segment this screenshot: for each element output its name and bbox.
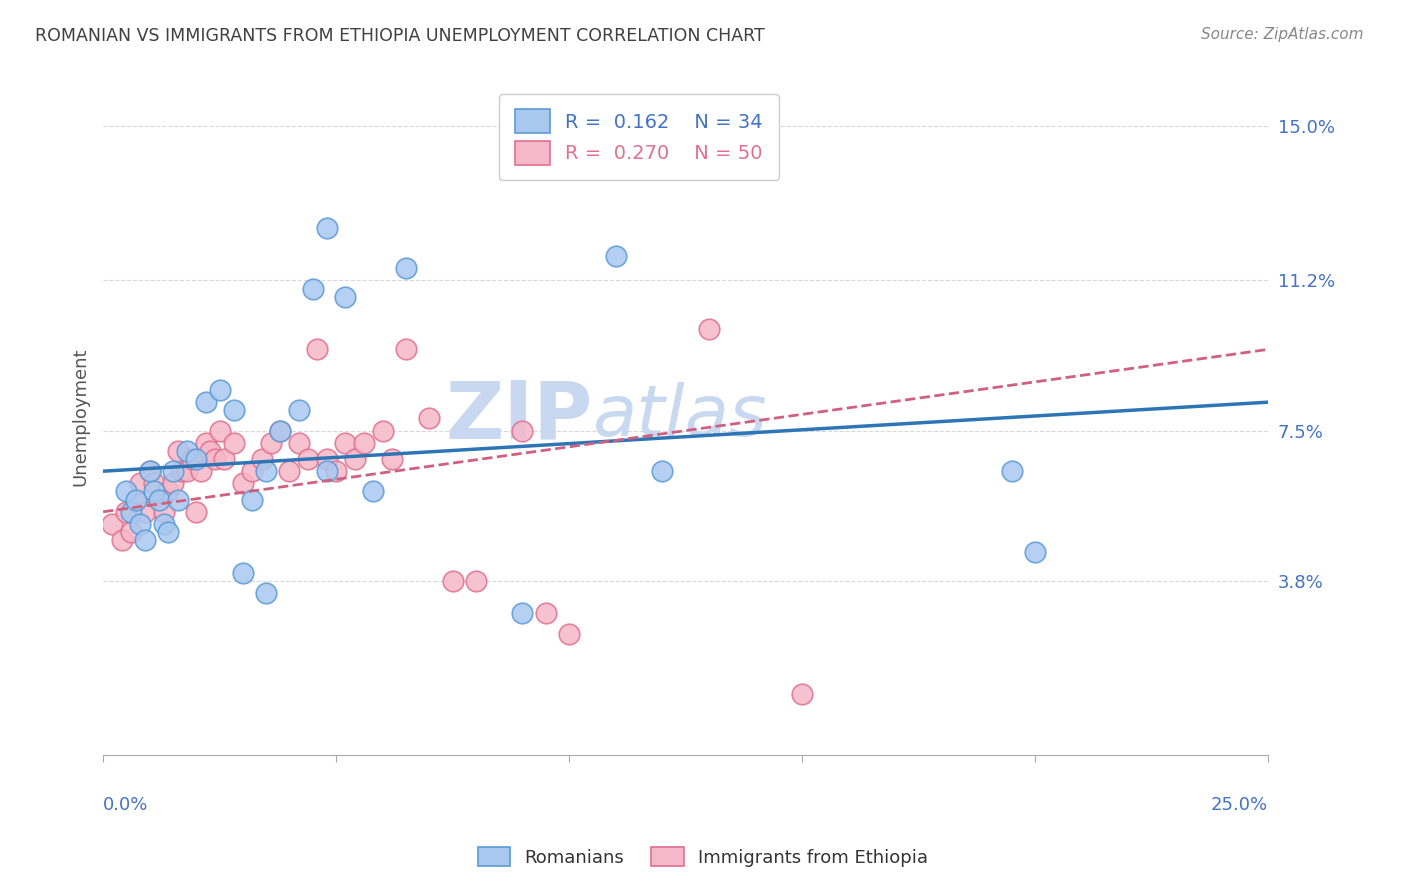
Point [250,452,273,467]
Point [208,383,231,397]
Point [301,281,323,295]
Point [232,566,254,580]
Point [176,443,198,458]
Point [790,688,813,702]
Point [395,343,418,357]
Point [353,435,375,450]
Point [162,476,184,491]
Point [371,424,394,438]
Point [138,464,160,478]
Point [120,525,142,540]
Point [240,492,263,507]
Point [363,484,385,499]
Point [395,261,418,276]
Point [204,452,226,467]
Point [335,290,357,304]
Point [120,505,142,519]
Point [512,424,534,438]
Point [143,476,166,491]
Point [240,464,263,478]
Point [180,452,202,467]
Text: 0.0%: 0.0% [103,796,149,814]
Point [115,484,138,499]
Point [115,505,138,519]
Point [307,343,329,357]
Point [651,464,673,478]
Point [214,452,236,467]
Point [152,505,174,519]
Point [288,435,311,450]
Point [148,492,170,507]
Point [441,574,464,588]
Point [129,516,152,531]
Point [1024,545,1046,559]
Point [464,574,486,588]
Point [558,626,581,640]
Legend: R =  0.162    N = 34, R =  0.270    N = 50: R = 0.162 N = 34, R = 0.270 N = 50 [499,94,779,180]
Point [194,395,217,409]
Point [269,424,291,438]
Point [315,464,337,478]
Point [157,525,180,540]
Point [697,322,720,336]
Point [534,607,557,621]
Point [162,464,184,478]
Point [176,464,198,478]
Point [278,464,301,478]
Text: ROMANIAN VS IMMIGRANTS FROM ETHIOPIA UNEMPLOYMENT CORRELATION CHART: ROMANIAN VS IMMIGRANTS FROM ETHIOPIA UNE… [35,27,765,45]
Point [143,484,166,499]
Point [288,403,311,417]
Point [260,435,283,450]
Point [325,464,347,478]
Point [269,424,291,438]
Point [186,452,208,467]
Point [134,533,156,548]
Point [222,435,245,450]
Point [512,607,534,621]
Point [172,464,194,478]
Point [186,505,208,519]
Point [297,452,319,467]
Point [129,476,152,491]
Point [315,452,337,467]
Point [190,464,212,478]
Point [134,505,156,519]
Point [200,443,222,458]
Point [315,220,337,235]
Text: ZIP: ZIP [446,377,592,456]
Point [101,516,124,531]
Point [335,435,357,450]
Point [343,452,366,467]
Point [125,492,148,507]
Point [125,492,148,507]
Point [605,249,627,263]
Point [111,533,134,548]
Point [381,452,404,467]
Point [148,492,170,507]
Point [254,586,277,600]
Point [166,443,188,458]
Point [1001,464,1024,478]
Point [418,411,440,425]
Point [157,484,180,499]
Point [194,435,217,450]
Point [138,464,160,478]
Text: atlas: atlas [592,382,766,450]
Y-axis label: Unemployment: Unemployment [72,347,89,485]
Point [222,403,245,417]
Legend: Romanians, Immigrants from Ethiopia: Romanians, Immigrants from Ethiopia [471,840,935,874]
Point [166,492,188,507]
Text: 25.0%: 25.0% [1211,796,1268,814]
Point [232,476,254,491]
Point [152,516,174,531]
Text: Source: ZipAtlas.com: Source: ZipAtlas.com [1201,27,1364,42]
Point [254,464,277,478]
Point [208,424,231,438]
